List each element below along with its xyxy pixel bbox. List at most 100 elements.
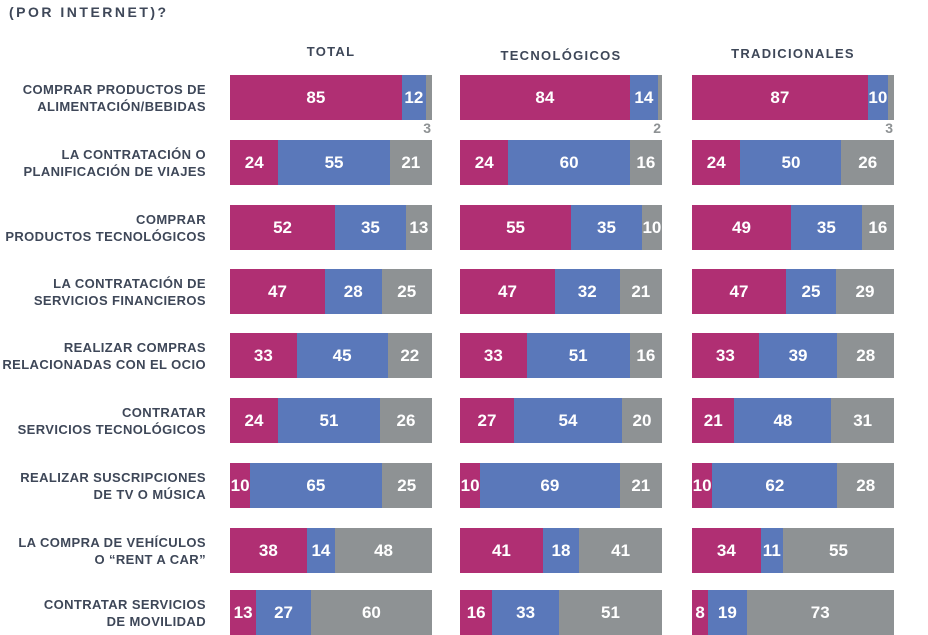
bar-segment-compradores: 85 xyxy=(230,75,402,120)
segment-value: 16 xyxy=(636,152,656,172)
bar-segment-no: 21 xyxy=(619,463,662,508)
bar-segment-intencion: 62 xyxy=(712,463,838,508)
segment-value: 55 xyxy=(828,540,848,560)
bar-segment-compradores: 27 xyxy=(460,398,514,443)
bar-total-row3: 52 35 13 xyxy=(230,205,433,250)
segment-value: 34 xyxy=(716,540,736,560)
bar-tecnologicos-row8: 41 18 41 xyxy=(460,528,662,573)
category-label: REALIZAR SUSCRIPCIONES DE TV O MÚSICA xyxy=(20,469,206,502)
bar-segment-intencion: 39 xyxy=(758,333,838,378)
bar-segment-compradores: 33 xyxy=(460,333,527,378)
segment-value: 35 xyxy=(360,217,380,237)
segment-value: 48 xyxy=(374,540,393,560)
segment-value: 62 xyxy=(765,475,785,495)
segment-value: 10 xyxy=(642,217,662,237)
bar-segment-no: 16 xyxy=(629,333,662,378)
segment-value: 27 xyxy=(477,410,497,430)
segment-value: 24 xyxy=(474,152,494,172)
segment-value: 55 xyxy=(324,152,344,172)
segment-value: 41 xyxy=(491,540,511,560)
segment-value: 14 xyxy=(634,87,654,107)
bar-segment-no: 28 xyxy=(837,333,894,378)
segment-value: 29 xyxy=(855,281,875,301)
bar-segment-compradores: 24 xyxy=(692,140,741,185)
segment-value: 11 xyxy=(762,540,781,560)
segment-value: 14 xyxy=(311,540,331,560)
segment-value: 39 xyxy=(788,345,808,365)
segment-value: 10 xyxy=(692,475,712,495)
category-label: COMPRAR PRODUCTOS DE ALIMENTACIÓN/BEBIDA… xyxy=(22,81,206,114)
bar-segment-no: 31 xyxy=(831,398,894,443)
segment-value: 35 xyxy=(816,217,836,237)
bar-segment-intencion: 35 xyxy=(335,205,406,250)
segment-value: 26 xyxy=(396,410,416,430)
bar-total-row4: 47 28 25 xyxy=(230,269,432,314)
segment-value: 21 xyxy=(631,475,651,495)
bar-segment-compradores: 49 xyxy=(692,205,791,250)
category-label: COMPRAR PRODUCTOS TECNOLÓGICOS xyxy=(5,211,206,244)
bar-segment-compradores: 24 xyxy=(230,140,279,185)
bar-segment-intencion: 54 xyxy=(514,398,622,443)
segment-value: 22 xyxy=(400,345,420,365)
bar-segment-no: 41 xyxy=(579,528,662,573)
segment-value: 25 xyxy=(397,475,417,495)
overflow-value: 3 xyxy=(885,120,893,136)
bar-segment-intencion: 27 xyxy=(256,590,311,635)
segment-value: 47 xyxy=(268,281,287,301)
bar-segment-compradores: 10 xyxy=(692,463,713,508)
segment-value: 31 xyxy=(853,410,873,430)
segment-value: 28 xyxy=(856,475,876,495)
bar-tradicionales-row4: 47 25 29 xyxy=(692,269,894,314)
bar-segment-no: 13 xyxy=(405,205,433,250)
segment-value: 38 xyxy=(258,540,278,560)
bar-segment-compradores: 47 xyxy=(230,269,325,314)
bar-segment-intencion: 25 xyxy=(786,269,836,314)
segment-value: 10 xyxy=(230,475,250,495)
bar-segment-no: 16 xyxy=(629,140,662,185)
bar-segment-intencion: 60 xyxy=(508,140,630,185)
segment-value: 13 xyxy=(409,217,429,237)
bar-segment-no: 20 xyxy=(622,398,662,443)
segment-value: 18 xyxy=(551,540,571,560)
segment-value: 33 xyxy=(516,602,536,622)
segment-value: 25 xyxy=(397,281,417,301)
bar-tradicionales-row9: 8 19 73 xyxy=(692,590,894,635)
bar-segment-intencion: 51 xyxy=(278,398,380,443)
segment-value: 26 xyxy=(858,152,878,172)
segment-value: 52 xyxy=(273,217,292,237)
bar-tecnologicos-row6: 27 54 20 xyxy=(460,398,662,443)
bar-total-row8: 38 14 48 xyxy=(230,528,432,573)
segment-value: 16 xyxy=(636,345,656,365)
chart-canvas: (POR INTERNET)? TOTAL TECNOLÓGICOS TRADI… xyxy=(2,4,894,635)
segment-value: 24 xyxy=(244,152,264,172)
category-label: CONTRATAR SERVICIOS TECNOLÓGICOS xyxy=(17,404,206,437)
segment-value: 51 xyxy=(601,602,620,622)
bar-segment-intencion: 28 xyxy=(324,269,382,314)
bar-segment-no: 51 xyxy=(558,590,662,635)
segment-value: 16 xyxy=(466,602,486,622)
bar-segment-no: 16 xyxy=(861,205,894,250)
bar-total-row6: 24 51 26 xyxy=(230,398,432,443)
bar-tradicionales-row6: 21 48 31 xyxy=(692,398,894,443)
segment-value: 54 xyxy=(558,410,578,430)
bar-segment-no: 26 xyxy=(841,140,894,185)
bar-segment-compradores: 84 xyxy=(460,75,630,120)
bar-segment-no: 28 xyxy=(837,463,894,508)
bar-segment-compradores: 47 xyxy=(460,269,555,314)
bar-segment-intencion: 50 xyxy=(740,140,842,185)
segment-value: 87 xyxy=(770,87,790,107)
bar-segment-compradores: 52 xyxy=(230,205,336,250)
segment-value: 20 xyxy=(632,410,652,430)
segment-value: 51 xyxy=(319,410,339,430)
bar-segment-no: 55 xyxy=(782,528,894,573)
bar-total-row1: 85 12 3 xyxy=(230,75,432,136)
bar-segment-intencion: 33 xyxy=(492,590,559,635)
bar-segment-no: 25 xyxy=(381,269,432,314)
segment-value: 21 xyxy=(703,410,723,430)
bar-segment-no: 25 xyxy=(381,463,432,508)
segment-value: 27 xyxy=(274,602,293,622)
bar-segment-no: 26 xyxy=(380,398,432,443)
bar-segment-compradores: 47 xyxy=(692,269,786,314)
category-label: REALIZAR COMPRAS RELACIONADAS CON EL OCI… xyxy=(2,339,206,372)
segment-value: 21 xyxy=(401,152,421,172)
